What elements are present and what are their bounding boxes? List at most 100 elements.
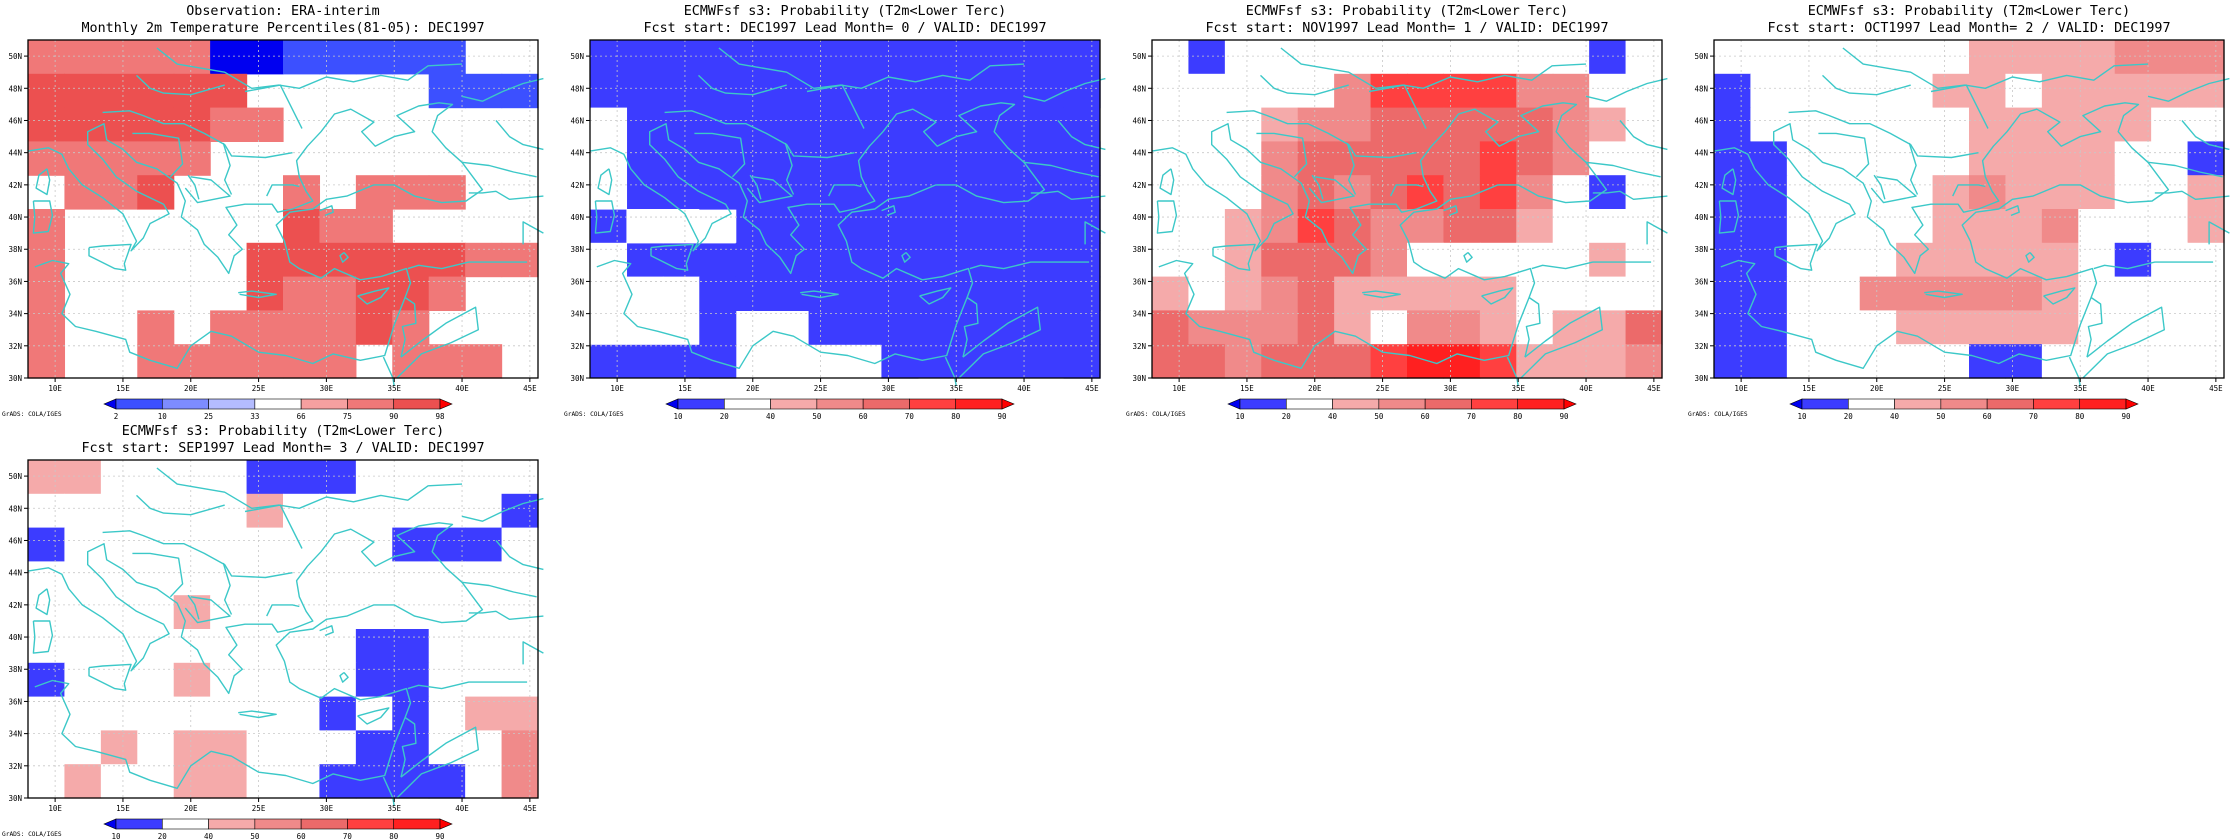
coastline <box>1788 110 1979 159</box>
heat-cell <box>100 696 138 731</box>
coastline <box>1585 161 1661 178</box>
map-frame <box>27 39 539 379</box>
coastline <box>461 161 537 178</box>
heat-cell <box>501 764 539 799</box>
heat-cell <box>501 730 539 765</box>
heat-cell <box>28 107 66 142</box>
heat-cell <box>2005 141 2043 176</box>
heat-cell <box>2151 73 2189 109</box>
coastline <box>88 243 132 271</box>
heat-cell <box>1932 209 1970 244</box>
coastline <box>1280 47 1587 89</box>
heat-cell <box>100 527 138 562</box>
coastline <box>919 287 952 305</box>
heat-cell <box>1932 40 1970 75</box>
colorbar-label: 10 <box>673 412 683 420</box>
heat-cell <box>283 527 321 562</box>
coastline <box>800 290 839 299</box>
y-tick-label: 36N <box>570 277 584 286</box>
coastline <box>1212 243 1256 271</box>
heat-cell <box>355 175 393 210</box>
heat-cell <box>210 40 248 75</box>
coastline <box>962 296 979 358</box>
coastline <box>187 174 200 200</box>
heat-cell <box>2114 175 2152 210</box>
coastline <box>1870 176 1917 204</box>
heat-cell <box>1516 107 1554 142</box>
heat-cell <box>210 696 248 731</box>
coastline <box>396 726 479 799</box>
x-tick-label: 35E <box>387 384 401 393</box>
coastline <box>1159 168 1175 196</box>
heat-cell <box>1552 175 1590 210</box>
colorbar-swatch <box>161 818 209 830</box>
coastline <box>1023 161 1099 178</box>
y-tick-label: 50N <box>1694 52 1708 61</box>
heat-cell <box>100 764 138 799</box>
heat-cell <box>1224 209 1262 244</box>
colorbar-label: 20 <box>1844 412 1854 420</box>
coastline <box>1390 184 1424 197</box>
heat-cell <box>246 107 284 142</box>
colorbar-label: 40 <box>1328 412 1338 420</box>
heat-cell <box>501 662 539 698</box>
heat-cell <box>392 595 430 630</box>
heat-cell <box>1823 175 1861 210</box>
heat-cell <box>2041 276 2079 311</box>
heat-cell <box>1625 73 1663 109</box>
coastline <box>339 671 349 683</box>
grads-credit: GrADS: COLA/IGES <box>1126 411 1186 418</box>
y-tick-label: 40N <box>8 633 22 642</box>
heat-cell <box>1896 175 1934 210</box>
heat-cell <box>28 460 66 495</box>
heat-cell <box>428 561 466 596</box>
heat-cell <box>1552 40 1590 75</box>
heat-cell <box>428 175 466 210</box>
heat-cell <box>881 344 919 379</box>
heat-cell <box>1224 40 1262 75</box>
colorbar-label: 50 <box>812 412 822 420</box>
y-tick-label: 30N <box>1694 374 1708 383</box>
heat-cell <box>1152 344 1190 379</box>
y-tick-label: 48N <box>1694 84 1708 93</box>
heat-cell <box>1152 40 1190 75</box>
heat-cell <box>1823 242 1861 278</box>
y-tick-label: 46N <box>8 536 22 545</box>
heat-cell <box>1224 276 1262 311</box>
colorbar-swatch <box>909 398 957 410</box>
heat-cell <box>808 310 846 345</box>
heat-cell <box>1370 344 1408 379</box>
heat-cell <box>1370 242 1408 278</box>
x-tick-label: 10E <box>48 804 62 813</box>
heat-cell <box>1859 242 1897 278</box>
heat-cell <box>735 310 773 345</box>
y-tick-label: 36N <box>8 277 22 286</box>
colorbar-swatch <box>1847 398 1895 410</box>
colorbar-swatch <box>2079 398 2127 410</box>
y-tick-label: 50N <box>1132 52 1146 61</box>
heat-cell <box>1443 344 1481 379</box>
heat-cell <box>2005 344 2043 379</box>
colorbar-swatch <box>1471 398 1519 410</box>
coastline <box>749 174 762 200</box>
heat-cell <box>845 276 883 311</box>
colorbar-swatch <box>115 398 163 410</box>
y-tick-label: 44N <box>8 569 22 578</box>
heat-cell <box>2114 276 2152 311</box>
heat-cell <box>392 175 430 210</box>
heat-cell <box>465 73 503 109</box>
coastline <box>1311 174 1324 200</box>
heat-cell <box>2078 107 2116 142</box>
heat-cell <box>1750 73 1788 109</box>
x-tick-label: 25E <box>252 384 266 393</box>
coastline <box>1774 243 1818 271</box>
heat-cell <box>1188 107 1226 142</box>
coastline <box>222 142 233 195</box>
heat-cell <box>319 242 357 278</box>
heat-cell <box>772 344 810 379</box>
heat-cell <box>1370 276 1408 311</box>
x-tick-label: 15E <box>678 384 692 393</box>
colorbar-label: 98 <box>435 412 445 420</box>
heat-cell <box>428 764 466 799</box>
colorbar-label: 40 <box>766 412 776 420</box>
